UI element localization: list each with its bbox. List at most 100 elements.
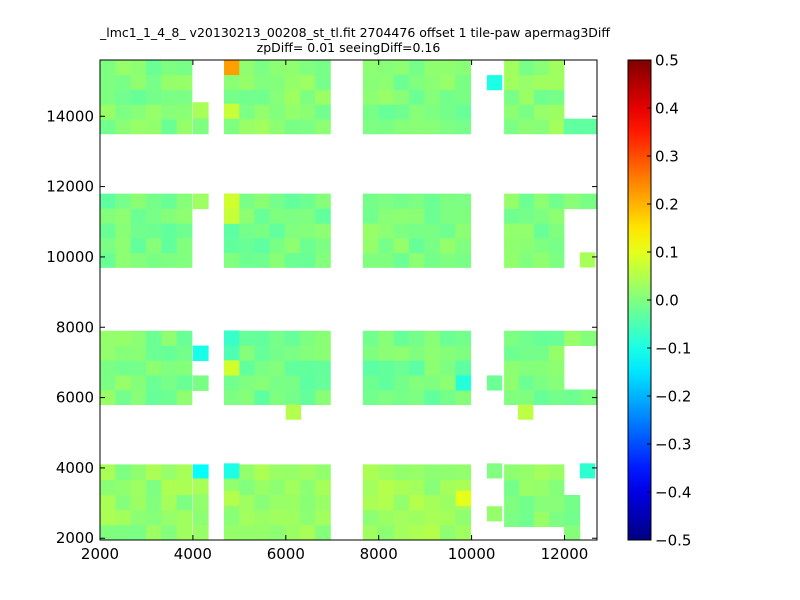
heatmap-cell [534,375,550,391]
heatmap-cell [284,345,301,361]
heatmap-cell [224,360,240,376]
heatmap-cell [378,509,395,526]
heatmap-cell [299,208,316,224]
heatmap-cell [239,252,255,268]
heatmap-cell [299,479,316,496]
heatmap-cell [393,89,410,105]
heatmap-cell [115,89,132,105]
heatmap-cell [192,493,209,510]
heatmap-cell [504,479,520,496]
heatmap-cell [439,252,456,268]
heatmap-cell [100,89,116,105]
heatmap-cell [549,252,565,268]
heatmap-cell [145,330,162,346]
heatmap-cell [455,375,472,391]
heatmap-cell [362,330,379,346]
heatmap-cell [100,464,116,480]
heatmap-cell [378,119,395,135]
heatmap-cell [100,360,116,376]
heatmap-cell [393,74,410,90]
heatmap-cell [534,74,550,90]
heatmap-cell [100,389,116,406]
heatmap-cell [254,509,271,526]
heatmap-cell [549,375,565,391]
heatmap-cell [504,104,520,120]
heatmap-cell [284,60,301,76]
heatmap-cell [409,330,425,346]
heatmap-cell [130,252,147,268]
heatmap-cell [176,345,193,361]
heatmap-cell [192,509,209,526]
heatmap-cell [130,464,147,480]
heatmap-cell [130,60,147,76]
heatmap-cell [100,208,116,224]
heatmap-cell [378,345,395,361]
heatmap-cell [504,464,520,481]
heatmap-cell [504,119,520,135]
heatmap-cell [378,193,395,209]
heatmap-cell [519,193,535,209]
heatmap-cell [145,252,162,268]
heatmap-cell [519,345,535,361]
heatmap-cell [393,104,410,120]
heatmap-cell [115,74,132,90]
heatmap-cell [145,237,162,254]
heatmap-cell [176,479,193,496]
heatmap-cell [519,360,535,376]
heatmap-cell [284,494,301,511]
heatmap-cell [455,223,472,239]
heatmap-cell [224,389,240,406]
heatmap-cell [100,345,116,361]
heatmap-cell [455,119,472,135]
heatmap-cell [378,464,395,480]
heatmap-cell [299,360,316,376]
heatmap-cell [161,104,178,120]
heatmap-cell [130,208,147,224]
heatmap-cell [239,389,255,406]
heatmap-cell [130,104,147,120]
x-tick-label: 10000 [448,545,496,563]
heatmap-cell [161,524,178,541]
heatmap-cell [455,389,472,406]
heatmap-cell [161,509,178,526]
y-tick-label: 6000 [56,389,94,407]
heatmap-cell [254,464,271,480]
plot-axes: 2000 4000 6000 8000 10000 12000 2000 4000 6000 80… [46,59,598,563]
heatmap-cell [299,237,316,254]
heatmap-cell [224,330,240,346]
heatmap-cell [439,74,456,90]
heatmap-cell [549,511,565,528]
heatmap-cell [519,330,535,346]
heatmap-cell [161,330,178,346]
heatmap-cell [100,375,116,391]
heatmap-cell [145,345,162,361]
heatmap-cell [393,119,410,135]
heatmap-cell [439,464,456,480]
heatmap-cell [239,60,255,76]
heatmap-cell [161,74,178,90]
heatmap-cell [519,89,535,105]
heatmap-cell [393,375,410,391]
heatmap-cell [455,330,472,346]
heatmap-cell [409,494,425,511]
heatmap-cell [284,119,301,135]
y-tick-label: 8000 [56,318,94,336]
heatmap-cell [504,252,520,268]
heatmap-cell [519,208,535,224]
heatmap-cell [378,494,395,511]
heatmap-cell [439,375,456,391]
heatmap-cell [115,360,132,376]
heatmap-cell [455,208,472,224]
heatmap-cell [378,375,395,391]
heatmap-cell [192,524,209,541]
heatmap-cell [224,74,240,90]
heatmap-cell [504,345,520,361]
heatmap-cell [455,193,472,209]
heatmap-cell [534,495,550,512]
heatmap-cell [176,223,193,239]
heatmap-cell [115,193,132,209]
heatmap-cell [315,60,331,76]
heatmap-cell [564,524,581,541]
heatmap-cell [224,524,240,541]
heatmap-cell [115,479,132,496]
